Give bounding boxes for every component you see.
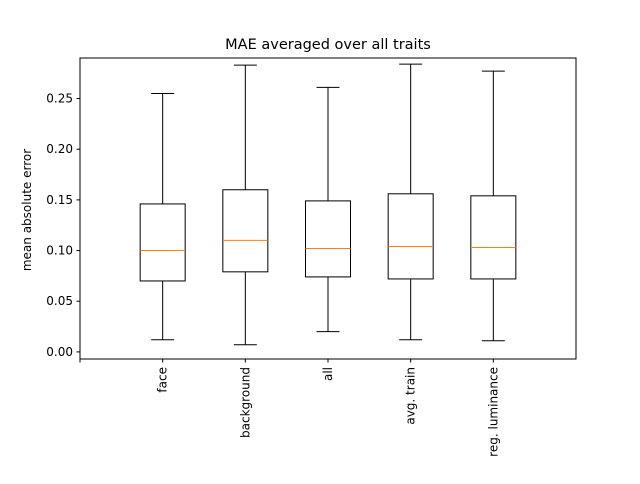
box-iqr <box>305 200 351 278</box>
y-tick-label: 0.25 <box>46 92 73 106</box>
y-tick-label: 0.10 <box>46 244 73 258</box>
y-tick-label: 0.05 <box>46 294 73 308</box>
box-iqr <box>139 203 186 282</box>
plot-area: 0.00 0.05 0.10 0.15 0.20 0.25 face background al… <box>46 57 577 457</box>
x-tick-label: avg. train <box>404 367 418 425</box>
box-iqr <box>222 189 269 273</box>
y-tick-label: 0.00 <box>46 345 73 359</box>
box-iqr <box>387 193 434 280</box>
x-tick-label: reg. luminance <box>486 367 500 457</box>
x-tick-label: face <box>156 367 170 393</box>
y-axis-label: mean absolute error <box>20 149 34 271</box>
x-tick-label: background <box>238 367 252 438</box>
x-tick-label: all <box>321 367 335 381</box>
y-tick-label: 0.20 <box>46 142 73 156</box>
chart-title: MAE averaged over all traits <box>225 37 431 53</box>
box-iqr <box>470 195 517 280</box>
y-tick-label: 0.15 <box>46 193 73 207</box>
